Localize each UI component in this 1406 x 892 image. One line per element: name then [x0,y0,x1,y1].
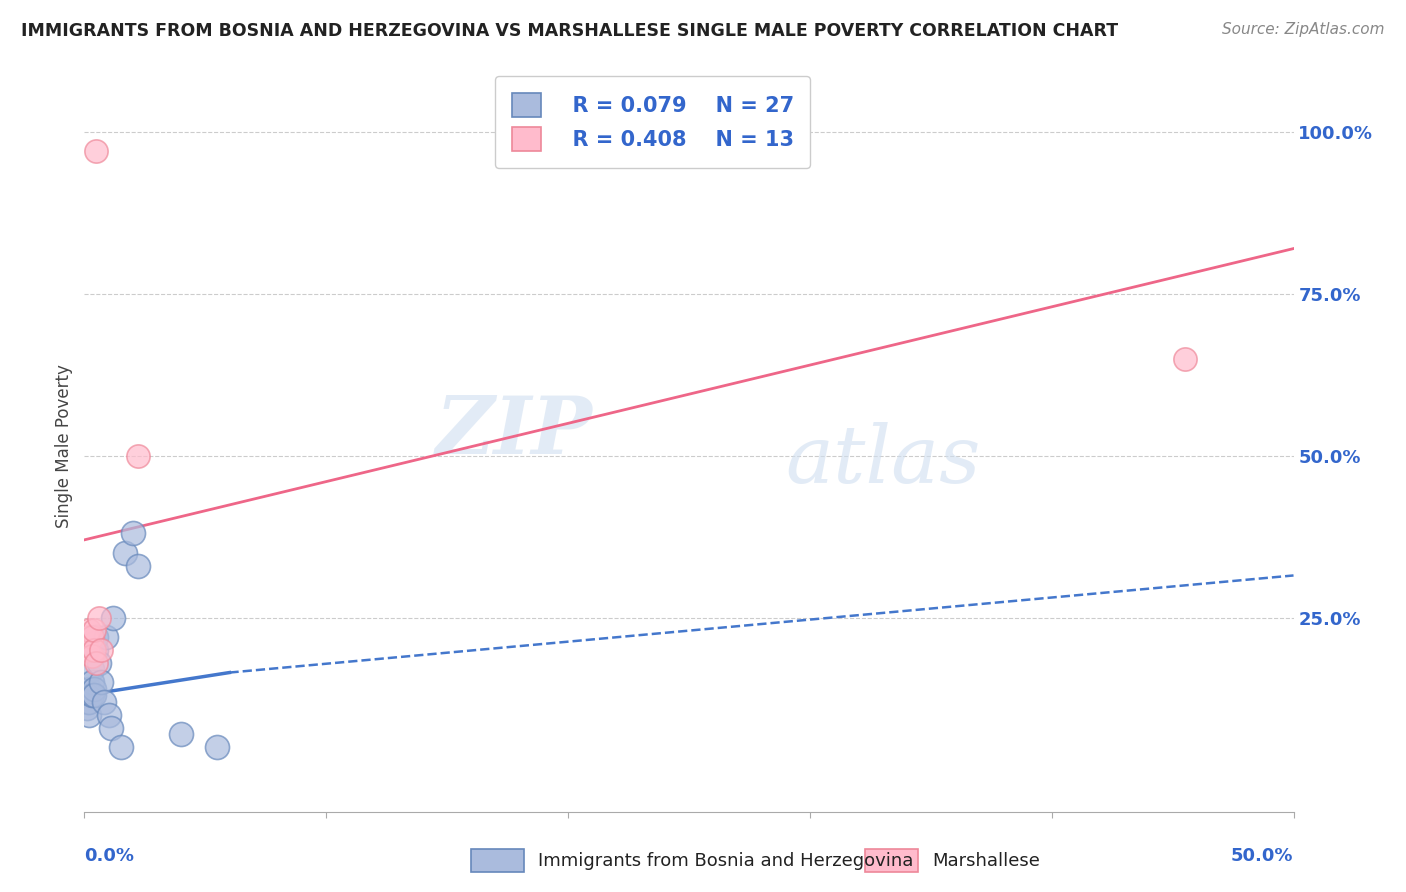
Text: Source: ZipAtlas.com: Source: ZipAtlas.com [1222,22,1385,37]
Point [80,630,103,644]
Point [83,636,105,650]
Text: ZIP: ZIP [436,392,592,470]
Point [80,675,103,690]
Point [87,610,110,624]
Text: atlas: atlas [786,422,981,500]
Text: 50.0%: 50.0% [1232,847,1294,865]
Point [83,688,105,702]
Point [127,558,149,573]
Point [114,546,136,560]
Point [76,695,98,709]
Point [103,610,125,624]
Point [86,145,108,159]
Point [1174,351,1197,366]
Point [83,624,105,638]
Point [86,630,108,644]
Point [83,643,105,657]
Text: IMMIGRANTS FROM BOSNIA AND HERZEGOVINA VS MARSHALLESE SINGLE MALE POVERTY CORREL: IMMIGRANTS FROM BOSNIA AND HERZEGOVINA V… [21,22,1118,40]
Point [76,643,98,657]
Y-axis label: Single Male Poverty: Single Male Poverty [55,364,73,528]
Point [207,739,229,754]
Point [77,681,100,696]
Point [121,526,143,541]
Point [86,656,108,670]
Text: 0.0%: 0.0% [84,847,135,865]
Legend:   R = 0.079    N = 27,   R = 0.408    N = 13: R = 0.079 N = 27, R = 0.408 N = 13 [495,76,810,168]
Point [80,662,103,676]
Point [80,649,103,664]
Point [90,643,112,657]
Point [83,681,105,696]
Point [76,701,98,715]
Point [93,695,115,709]
Point [86,643,108,657]
Point [77,695,100,709]
Point [76,688,98,702]
Point [170,727,193,741]
Point [76,630,98,644]
Point [87,656,110,670]
Point [100,721,122,735]
Point [77,624,100,638]
Point [97,707,120,722]
Point [90,675,112,690]
Point [80,688,103,702]
Text: Marshallese: Marshallese [932,852,1040,870]
Point [94,630,117,644]
Point [77,707,100,722]
Text: Immigrants from Bosnia and Herzegovina: Immigrants from Bosnia and Herzegovina [538,852,914,870]
Point [110,739,132,754]
Point [127,449,149,463]
